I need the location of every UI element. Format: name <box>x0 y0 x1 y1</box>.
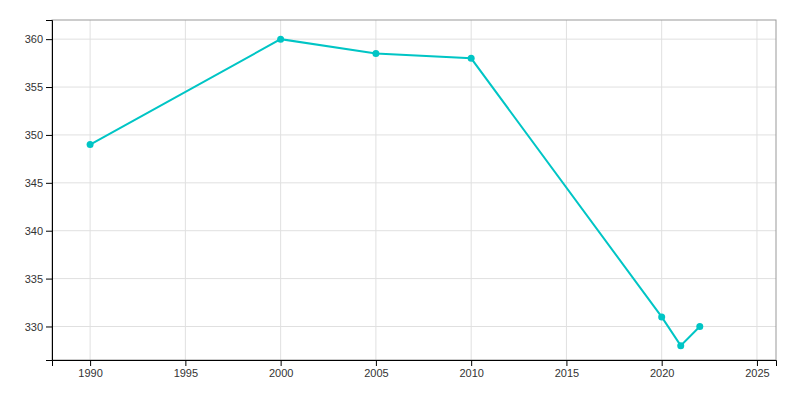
point <box>468 55 475 62</box>
y-tick-mark <box>46 87 52 88</box>
x-tick: 2005 <box>364 360 388 379</box>
x-tick-mark <box>281 360 282 366</box>
x-tick-mark <box>185 360 186 366</box>
x-tick: 1995 <box>174 360 198 379</box>
x-grid-line <box>661 20 662 360</box>
y-tick: 335 <box>25 273 52 285</box>
x-tick-mark <box>471 360 472 366</box>
plot-frame <box>52 20 776 360</box>
y-tick-label: 355 <box>25 81 43 93</box>
x-tick-mark <box>566 360 567 366</box>
point <box>277 36 284 43</box>
y-tick-label: 340 <box>25 225 43 237</box>
x-tick-mark <box>757 360 758 366</box>
y-grid-line <box>52 230 776 231</box>
line <box>90 39 700 345</box>
x-tick-mark <box>90 360 91 366</box>
x-tick-label: 2000 <box>269 367 293 379</box>
x-tick: 2000 <box>269 360 293 379</box>
x-grid-line <box>756 20 757 360</box>
y-tick-mark <box>46 39 52 40</box>
y-tick-mark <box>46 279 52 280</box>
x-tick-label: 2025 <box>745 367 769 379</box>
y-grid-line <box>52 134 776 135</box>
y-grid-line <box>52 182 776 183</box>
y-tick: 360 <box>25 33 52 45</box>
y-tick-mark <box>46 326 52 327</box>
y-tick-mark <box>46 135 52 136</box>
point <box>87 141 94 148</box>
plot: 1990 1995 2000 2005 2010 2015 2020 2025 330 335 34… <box>25 20 777 379</box>
x-axis-line <box>53 361 777 367</box>
y-tick-label: 360 <box>25 33 43 45</box>
x-tick-mark <box>376 360 377 366</box>
point <box>372 50 379 57</box>
x-grid-line <box>375 20 376 360</box>
y-tick-label: 350 <box>25 129 43 141</box>
grid <box>52 20 776 360</box>
x-tick: 2015 <box>555 360 579 379</box>
x-tick: 2020 <box>650 360 674 379</box>
x-tick-label: 2005 <box>364 367 388 379</box>
x-tick-label: 2015 <box>555 367 579 379</box>
y-tick: 350 <box>25 129 52 141</box>
y-tick-label: 330 <box>25 320 43 332</box>
x-tick: 2010 <box>459 360 483 379</box>
y-axis: 330 335 340 345 350 355 360 <box>25 21 53 361</box>
x-tick: 2025 <box>745 360 769 379</box>
x-tick-mark <box>662 360 663 366</box>
y-axis-line <box>46 21 53 361</box>
x-tick: 1990 <box>78 360 102 379</box>
x-tick-label: 2020 <box>650 367 674 379</box>
y-tick: 355 <box>25 81 52 93</box>
x-grid-line <box>471 20 472 360</box>
y-tick-mark <box>46 183 52 184</box>
y-tick: 345 <box>25 177 52 189</box>
y-grid-line <box>52 87 776 88</box>
x-grid-line <box>185 20 186 360</box>
point <box>696 323 703 330</box>
point <box>658 313 665 320</box>
x-grid-line <box>280 20 281 360</box>
y-tick-label: 335 <box>25 273 43 285</box>
chart: 1990 1995 2000 2005 2010 2015 2020 2025 330 335 34… <box>0 0 800 400</box>
x-grid-line <box>90 20 91 360</box>
y-grid-line <box>52 278 776 279</box>
x-tick-label: 1995 <box>174 367 198 379</box>
y-tick-label: 345 <box>25 177 43 189</box>
x-tick-label: 1990 <box>78 367 102 379</box>
marks <box>87 36 704 349</box>
x-tick-label: 2010 <box>459 367 483 379</box>
y-tick: 340 <box>25 225 52 237</box>
y-grid-line <box>52 39 776 40</box>
y-tick-mark <box>46 231 52 232</box>
point <box>677 342 684 349</box>
y-tick: 330 <box>25 320 52 332</box>
x-axis: 1990 1995 2000 2005 2010 2015 2020 2025 <box>53 360 777 379</box>
x-grid-line <box>566 20 567 360</box>
